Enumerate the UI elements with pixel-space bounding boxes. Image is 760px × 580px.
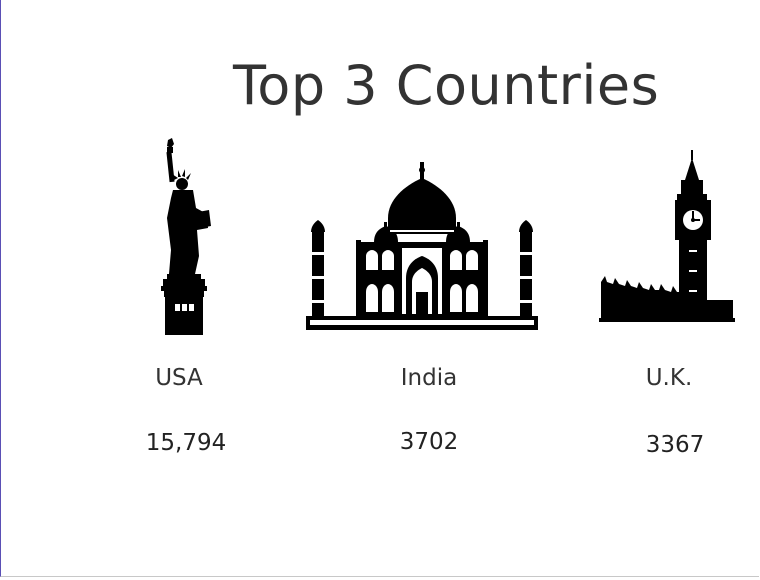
big-ben-icon — [599, 150, 735, 322]
country-value-uk: 3367 — [645, 432, 705, 458]
taj-mahal-icon — [306, 162, 538, 330]
country-label-usa: USA — [155, 365, 203, 391]
country-value-usa: 15,794 — [145, 430, 227, 456]
country-value-india: 3702 — [399, 429, 459, 455]
country-label-uk: U.K. — [645, 365, 693, 391]
slide-title: Top 3 Countries — [233, 54, 660, 117]
statue-of-liberty-icon — [161, 138, 211, 335]
country-label-india: India — [400, 365, 458, 391]
